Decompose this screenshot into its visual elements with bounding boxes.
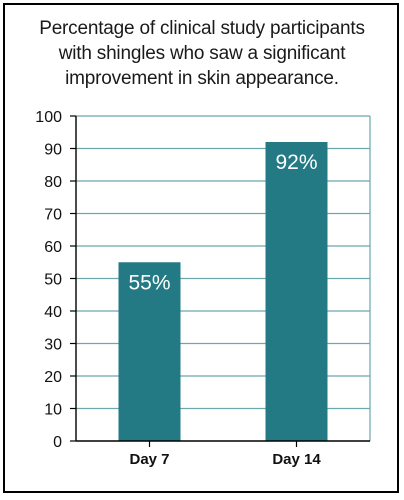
- bar-data-label: 55%: [128, 271, 170, 294]
- chart-frame: [3, 3, 399, 493]
- y-tick-label: 80: [44, 174, 62, 191]
- y-tick-label: 70: [44, 207, 62, 224]
- y-tick-label: 60: [44, 239, 62, 256]
- chart-title-line-1: Percentage of clinical study participant…: [39, 18, 365, 39]
- y-tick-label: 50: [44, 272, 62, 289]
- y-tick-label: 20: [44, 369, 62, 386]
- chart-title-line-3: improvement in skin appearance.: [65, 68, 339, 89]
- y-tick-label: 90: [44, 142, 62, 159]
- x-tick-label: Day 7: [129, 451, 169, 468]
- bar: [118, 262, 181, 441]
- y-tick-label: 100: [35, 109, 62, 126]
- y-tick-label: 10: [44, 402, 62, 419]
- y-tick-label: 40: [44, 304, 62, 321]
- y-tick-label: 0: [53, 434, 62, 451]
- bar: [265, 142, 328, 441]
- chart-title: Percentage of clinical study participant…: [10, 16, 394, 91]
- y-tick-label: 30: [44, 337, 62, 354]
- bar-data-label: 92%: [275, 151, 317, 174]
- x-tick-label: Day 14: [272, 451, 321, 468]
- chart-title-line-2: with shingles who saw a significant: [58, 43, 346, 64]
